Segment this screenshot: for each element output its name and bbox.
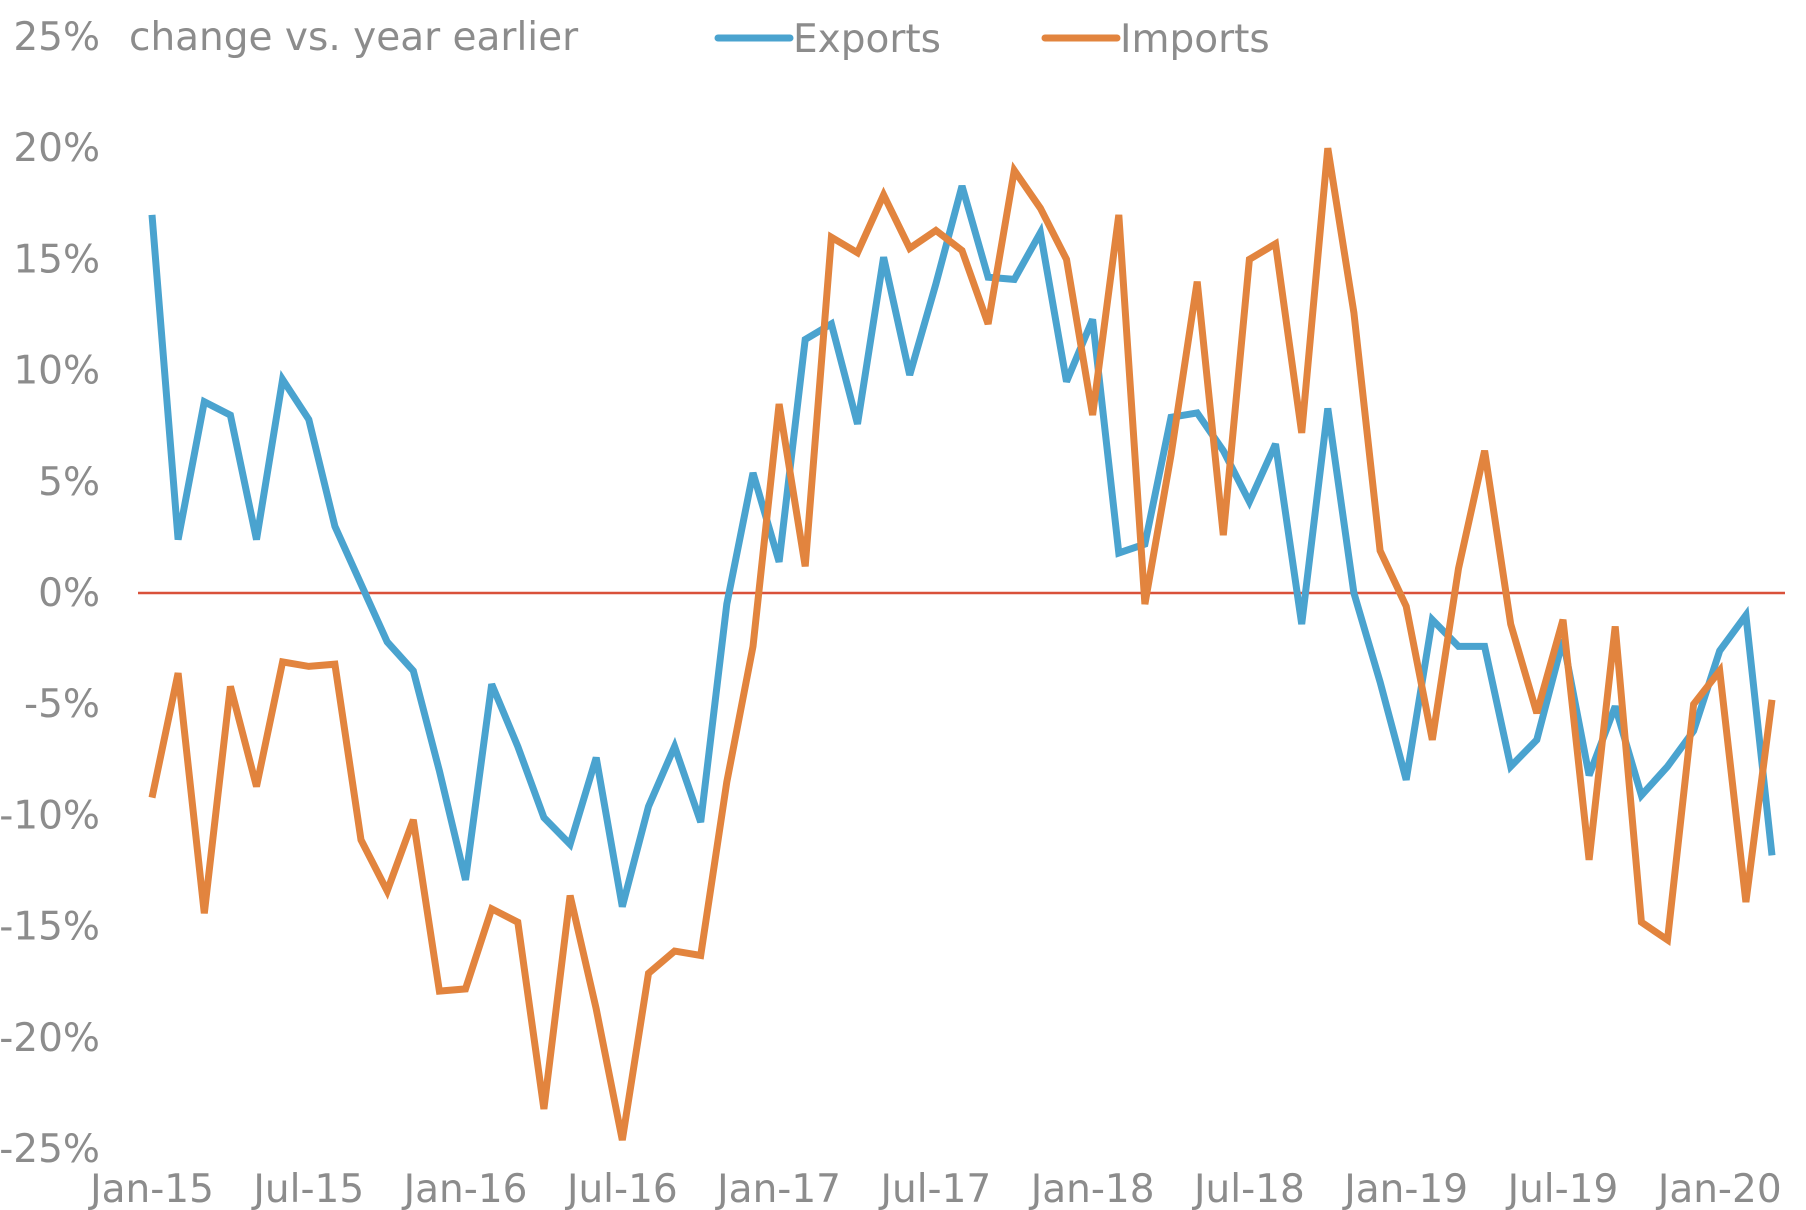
y-tick-label: 20% — [13, 126, 100, 171]
y-tick-label: 0% — [38, 571, 100, 616]
y-tick-label: 25% — [13, 15, 100, 60]
series-line-exports — [148, 185, 1776, 908]
series-lines — [148, 147, 1776, 1141]
legend: Exports Imports — [714, 17, 1270, 62]
y-tick-label: -15% — [0, 905, 100, 950]
y-tick-label: 10% — [13, 349, 100, 394]
x-tick-label: Jul-16 — [564, 1167, 678, 1210]
x-tick-label: Jul-15 — [250, 1167, 364, 1210]
x-axis-ticks: Jan-15 Jul-15 Jan-16 Jul-16 Jan-17 Jul-17 Jan-… — [87, 1167, 1782, 1210]
y-tick-label: 5% — [38, 460, 100, 505]
y-tick-label: -25% — [0, 1127, 100, 1172]
y-tick-label: -20% — [0, 1016, 100, 1061]
y-tick-label: -5% — [24, 682, 100, 727]
x-tick-label: Jan-15 — [87, 1167, 214, 1210]
y-tick-label: -10% — [0, 793, 100, 838]
x-tick-label: Jan-20 — [1655, 1167, 1782, 1210]
x-tick-label: Jan-16 — [401, 1167, 528, 1210]
legend-label-exports: Exports — [793, 17, 941, 62]
x-tick-label: Jan-18 — [1028, 1167, 1155, 1210]
x-tick-label: Jul-19 — [1505, 1167, 1619, 1210]
x-tick-label: Jul-17 — [877, 1167, 991, 1210]
y-tick-label: 15% — [13, 237, 100, 282]
x-tick-label: Jul-18 — [1191, 1167, 1305, 1210]
y-axis-ticks: 25% 20% 15% 10% 5% 0% -5% -10% -15% -20% -25% — [0, 15, 100, 1172]
series-line-imports — [148, 147, 1776, 1141]
x-tick-label: Jan-19 — [1341, 1167, 1468, 1210]
x-tick-label: Jan-17 — [714, 1167, 841, 1210]
y-axis-label: change vs. year earlier — [129, 15, 579, 60]
legend-label-imports: Imports — [1120, 17, 1270, 62]
